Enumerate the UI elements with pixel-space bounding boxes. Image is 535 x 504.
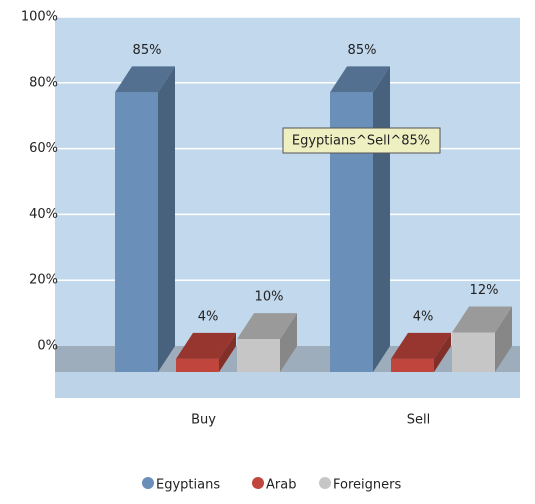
legend-label: Foreigners xyxy=(333,478,401,493)
legend-marker xyxy=(142,477,154,489)
bar-front xyxy=(176,358,219,372)
value-label: 85% xyxy=(133,43,162,58)
bar-front xyxy=(452,332,495,372)
bar-side xyxy=(434,332,451,372)
x-tick-label: Sell xyxy=(407,413,430,428)
y-tick-label: 40% xyxy=(29,207,58,222)
value-label: 10% xyxy=(255,290,284,305)
bar-top xyxy=(330,66,390,93)
legend-label: Egyptians xyxy=(156,478,220,493)
bar xyxy=(330,66,390,372)
y-tick-label: 0% xyxy=(37,339,58,354)
x-tick-label: Buy xyxy=(191,413,216,428)
tooltip: Egyptians^Sell^85% xyxy=(282,127,441,154)
bar-side xyxy=(280,313,297,372)
bar xyxy=(115,66,175,372)
y-tick-label: 80% xyxy=(29,75,58,90)
bar-top xyxy=(237,313,297,340)
value-label: 85% xyxy=(348,43,377,58)
bar-front xyxy=(115,92,158,372)
floor-front xyxy=(55,372,520,398)
bars xyxy=(115,66,512,372)
y-tick-label: 60% xyxy=(29,141,58,156)
bar-front xyxy=(237,339,280,372)
value-label: 4% xyxy=(413,309,434,324)
bar xyxy=(176,332,236,372)
bar-side xyxy=(373,66,390,372)
bar-top xyxy=(176,332,236,359)
legend-label: Arab xyxy=(266,478,296,493)
tooltip-box xyxy=(282,127,441,154)
bar-top xyxy=(391,332,451,359)
bar-side xyxy=(158,66,175,372)
bar-front xyxy=(391,358,434,372)
bar-top xyxy=(115,66,175,93)
bar xyxy=(452,306,512,372)
legend-marker xyxy=(319,477,331,489)
bar-side xyxy=(495,306,512,372)
bar-side xyxy=(219,332,236,372)
legend-marker xyxy=(252,477,264,489)
value-label: 4% xyxy=(198,309,219,324)
y-tick-label: 20% xyxy=(29,273,58,288)
value-label: 12% xyxy=(470,283,499,298)
y-tick-label: 100% xyxy=(21,10,58,25)
bar xyxy=(237,313,297,372)
bar-top xyxy=(452,306,512,333)
tooltip-text: Egyptians^Sell^85% xyxy=(292,134,430,149)
bar xyxy=(391,332,451,372)
